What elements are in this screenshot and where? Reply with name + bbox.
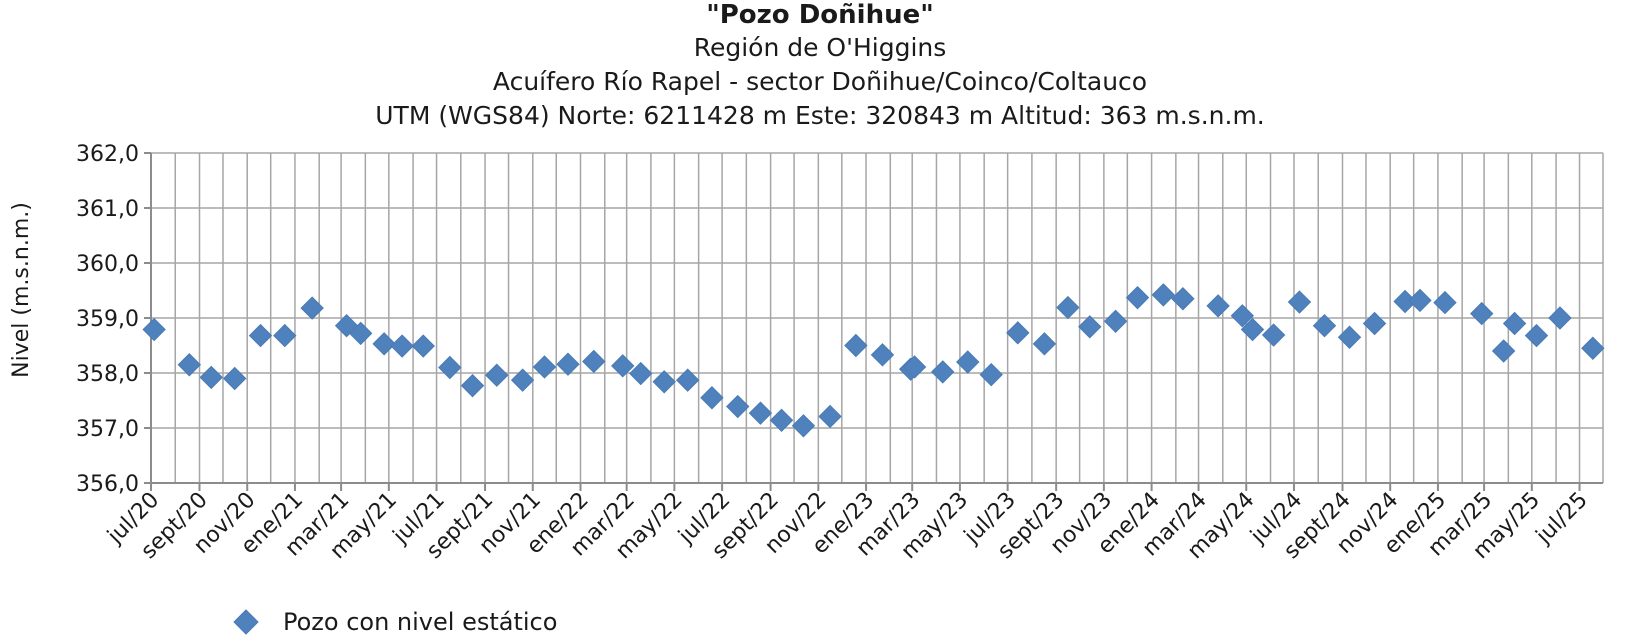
x-axis-ticks: jul/20sept/20nov/20ene/21mar/21may/21jul…: [102, 483, 1593, 564]
data-point: [629, 361, 653, 386]
data-point: [485, 363, 509, 387]
chart-subtitle-region: Región de O'Higgins: [694, 33, 947, 62]
data-point: [372, 332, 396, 356]
data-point: [1337, 325, 1362, 349]
data-point: [1006, 321, 1030, 345]
data-point: [1581, 336, 1605, 360]
data-point: [1502, 311, 1527, 336]
data-point: [844, 333, 868, 358]
data-point: [223, 366, 247, 391]
gridlines: [150, 152, 1604, 484]
data-point: [1078, 315, 1102, 339]
data-point: [652, 370, 676, 394]
data-point: [582, 349, 606, 374]
y-tick-label: 356,0: [76, 472, 139, 497]
data-point: [1287, 290, 1312, 314]
data-point: [460, 373, 485, 398]
legend: Pozo con nivel estático: [233, 608, 557, 636]
chart-subtitle-aquifer: Acuífero Río Rapel - sector Doñihue/Coin…: [493, 67, 1147, 96]
x-tick-label: jul/25: [1531, 488, 1593, 550]
data-point: [411, 334, 435, 358]
data-point: [700, 386, 724, 410]
data-point: [902, 355, 927, 379]
data-point: [1032, 332, 1057, 356]
data-point: [1548, 306, 1572, 330]
y-tick-label: 360,0: [76, 252, 139, 277]
data-point: [1125, 285, 1150, 310]
data-point: [510, 368, 535, 392]
data-point: [390, 334, 414, 358]
data-point: [870, 343, 895, 367]
data-point: [611, 354, 635, 378]
chart-subtitle-coordinates: UTM (WGS84) Norte: 6211428 m Este: 32084…: [375, 101, 1265, 130]
data-point: [532, 355, 557, 379]
chart-title: "Pozo Doñihue": [706, 0, 934, 30]
data-point: [177, 353, 202, 377]
data-point: [300, 296, 324, 320]
data-point: [248, 323, 273, 348]
data-point: [334, 313, 359, 338]
data-point: [348, 321, 373, 346]
data-point: [1206, 294, 1230, 318]
data-point: [142, 317, 166, 342]
data-point: [1433, 290, 1457, 315]
data-point: [1312, 313, 1337, 338]
data-point: [1408, 288, 1432, 313]
y-tick-label: 362,0: [76, 142, 139, 167]
y-axis-label: Nivel (m.s.n.m.): [9, 202, 34, 378]
y-tick-label: 361,0: [76, 197, 139, 222]
data-point: [199, 365, 223, 390]
data-point: [1230, 304, 1255, 328]
data-point: [1362, 311, 1387, 336]
data-point: [979, 362, 1003, 387]
legend-marker-diamond: [233, 609, 259, 635]
data-point: [791, 414, 816, 438]
y-tick-label: 358,0: [76, 362, 139, 387]
data-point: [1151, 283, 1176, 307]
data-point: [956, 350, 980, 374]
data-point: [1103, 309, 1128, 334]
data-point: [1056, 295, 1080, 320]
data-series-pozo: [142, 283, 1605, 438]
data-point: [1261, 323, 1286, 347]
legend-label: Pozo con nivel estático: [283, 608, 557, 636]
data-point: [1491, 339, 1516, 363]
data-point: [438, 355, 462, 380]
data-point: [1470, 301, 1494, 326]
data-point: [726, 394, 750, 419]
data-point: [1240, 317, 1265, 342]
y-tick-label: 357,0: [76, 417, 139, 442]
data-point: [556, 352, 580, 376]
data-point: [1171, 287, 1195, 311]
y-tick-label: 359,0: [76, 307, 139, 332]
data-point: [273, 323, 297, 348]
data-point: [769, 408, 794, 433]
data-point: [748, 401, 773, 425]
data-point: [818, 404, 842, 429]
data-point: [1524, 323, 1549, 348]
data-point: [675, 368, 700, 392]
y-axis-ticks: 356,0 357,0 358,0 359,0 360,0 361,0 362,0: [76, 142, 151, 497]
data-point: [931, 360, 955, 384]
